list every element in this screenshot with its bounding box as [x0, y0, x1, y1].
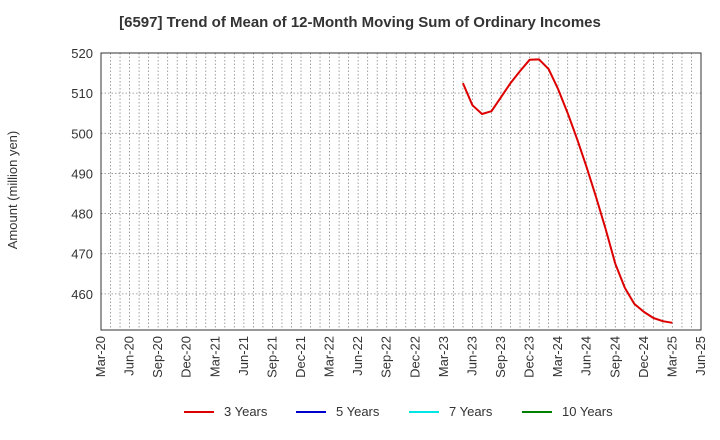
- x-tick-label: Jun-20: [122, 336, 137, 376]
- legend-item: 10 Years: [522, 404, 613, 419]
- x-tick-label: Sep-24: [607, 336, 622, 378]
- legend-item: 7 Years: [409, 404, 492, 419]
- y-tick-label: 500: [71, 126, 93, 141]
- x-tick-label: Dec-24: [636, 336, 651, 378]
- plot-frame: [100, 52, 702, 331]
- x-tick-label: Dec-23: [522, 336, 537, 378]
- x-tick-label: Jun-21: [236, 336, 251, 376]
- x-tick-label: Dec-20: [179, 336, 194, 378]
- y-tick-label: 460: [71, 287, 93, 302]
- legend-swatch: [184, 410, 214, 413]
- x-tick-label: Mar-25: [664, 336, 679, 377]
- x-tick-label: Dec-21: [293, 336, 308, 378]
- legend-label: 5 Years: [336, 404, 380, 419]
- legend-label: 7 Years: [449, 404, 493, 419]
- legend-item: 3 Years: [184, 404, 267, 419]
- x-tick-label: Sep-20: [150, 336, 165, 378]
- y-tick-label: 490: [71, 166, 93, 181]
- legend-swatch: [296, 410, 326, 413]
- y-tick-label: 510: [71, 86, 93, 101]
- series-line-3-years: [461, 58, 673, 324]
- legend-swatch: [409, 410, 439, 413]
- x-tick-label: Mar-22: [322, 336, 337, 377]
- plot-area: 460 470 480 490 500 510 520 Mar-20 Jun-20 Sep-20 D…: [71, 46, 708, 378]
- x-tick-label: Dec-22: [407, 336, 422, 378]
- x-tick-label: Jun-24: [579, 336, 594, 376]
- x-tick-label: Jun-22: [350, 336, 365, 376]
- x-tick-label: Mar-20: [93, 336, 108, 377]
- legend-label: 10 Years: [562, 404, 613, 419]
- x-tick-label: Jun-23: [464, 336, 479, 376]
- legend: 3 Years 5 Years 7 Years 10 Years: [0, 404, 720, 426]
- legend-item: 5 Years: [296, 404, 379, 419]
- y-tick-label: 470: [71, 247, 93, 262]
- x-tick-label: Mar-21: [207, 336, 222, 377]
- x-tick-label: Jun-25: [693, 336, 708, 376]
- legend-swatch: [522, 410, 552, 413]
- legend-label: 3 Years: [224, 404, 268, 419]
- x-tick-label: Mar-24: [550, 336, 565, 377]
- x-tick-label: Sep-21: [264, 336, 279, 378]
- y-tick-label: 480: [71, 207, 93, 222]
- chart-title: [6597] Trend of Mean of 12-Month Moving …: [119, 14, 601, 31]
- x-tick-label: Sep-23: [493, 336, 508, 378]
- x-tick-label: Sep-22: [379, 336, 394, 378]
- y-tick-label: 520: [71, 46, 93, 61]
- x-tick-label: Mar-23: [436, 336, 451, 377]
